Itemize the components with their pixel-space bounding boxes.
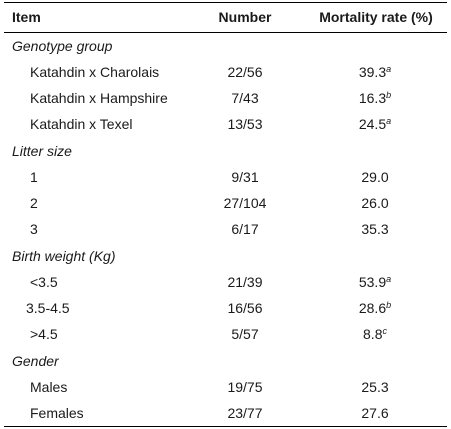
- table-row: 1 9/31 29.0: [0, 164, 451, 190]
- significance-superscript: b: [386, 300, 392, 310]
- group-label-genotype: Genotype group: [12, 38, 113, 54]
- row-rate: 8.8: [363, 326, 383, 342]
- row-rate-cell: 39.3a: [312, 59, 438, 85]
- group-label-row: Gender: [0, 348, 451, 374]
- row-item: 2: [30, 195, 38, 211]
- row-rate-cell: 27.6: [312, 400, 438, 426]
- table-row: >4.5 5/57 8.8c: [0, 321, 451, 347]
- row-rate: 26.0: [361, 195, 389, 211]
- row-rate: 29.0: [361, 169, 389, 185]
- row-rate: 27.6: [361, 405, 389, 421]
- row-item: >4.5: [30, 326, 58, 342]
- row-rate: 53.9: [358, 274, 387, 290]
- row-number: 27/104: [223, 195, 267, 211]
- row-number: 7/43: [231, 90, 259, 106]
- row-number: 6/17: [231, 221, 259, 237]
- row-rate-cell: 29.0: [312, 164, 438, 190]
- row-rate-cell: 53.9a: [312, 269, 438, 295]
- row-number: 19/75: [227, 379, 263, 395]
- row-number: 23/77: [227, 405, 263, 421]
- row-item: Katahdin x Texel: [30, 116, 133, 132]
- row-rate: 25.3: [361, 379, 389, 395]
- row-rate: 35.3: [361, 221, 389, 237]
- table-row: Males 19/75 25.3: [0, 374, 451, 400]
- top-rule: [4, 2, 447, 3]
- table-row: Females 23/77 27.6: [0, 400, 451, 426]
- table-row: Katahdin x Charolais 22/56 39.3a: [0, 59, 451, 85]
- significance-superscript: a: [386, 64, 392, 74]
- group-label-row: Genotype group: [0, 33, 451, 59]
- significance-superscript: a: [386, 116, 392, 126]
- table-row: Katahdin x Texel 13/53 24.5a: [0, 111, 451, 137]
- row-item: <3.5: [30, 274, 58, 290]
- table-row: 3 6/17 35.3: [0, 216, 451, 242]
- header-row: Item Number Mortality rate (%): [0, 4, 451, 30]
- row-rate: 16.3: [358, 90, 387, 106]
- row-rate-cell: 25.3: [312, 374, 438, 400]
- row-number: 5/57: [231, 326, 259, 342]
- row-rate-cell: 8.8c: [312, 321, 438, 347]
- table-row: Katahdin x Hampshire 7/43 16.3b: [0, 85, 451, 111]
- group-label-row: Litter size: [0, 138, 451, 164]
- bottom-rule: [4, 426, 447, 427]
- significance-superscript: b: [386, 90, 392, 100]
- row-number: 21/39: [227, 274, 263, 290]
- header-rule: [4, 32, 447, 33]
- row-item: 3: [30, 221, 38, 237]
- significance-superscript: c: [382, 326, 387, 336]
- group-label-row: Birth weight (Kg): [0, 243, 451, 269]
- significance-superscript: a: [386, 274, 392, 284]
- row-item: Males: [30, 379, 68, 395]
- table-row: 3.5-4.5 16/56 28.6b: [0, 295, 451, 321]
- row-number: 16/56: [227, 300, 263, 316]
- table-row: <3.5 21/39 53.9a: [0, 269, 451, 295]
- group-label-gender: Gender: [12, 353, 59, 369]
- group-label-litter-size: Litter size: [12, 143, 72, 159]
- column-header-number: Number: [218, 9, 272, 25]
- row-rate-cell: 16.3b: [312, 85, 438, 111]
- row-number: 9/31: [231, 169, 259, 185]
- row-item: Females: [30, 405, 84, 421]
- row-rate-cell: 26.0: [312, 190, 438, 216]
- table-row: 2 27/104 26.0: [0, 190, 451, 216]
- row-rate: 39.3: [358, 64, 387, 80]
- row-rate-cell: 24.5a: [312, 111, 438, 137]
- row-number: 22/56: [227, 64, 263, 80]
- row-rate-cell: 28.6b: [312, 295, 438, 321]
- group-label-birth-weight: Birth weight (Kg): [12, 248, 116, 264]
- row-number: 13/53: [227, 116, 263, 132]
- row-rate: 28.6: [358, 300, 387, 316]
- row-item: 3.5-4.5: [26, 300, 70, 316]
- row-item: Katahdin x Charolais: [30, 64, 160, 80]
- column-header-mortality-rate: Mortality rate (%): [319, 9, 433, 25]
- row-rate: 24.5: [358, 116, 387, 132]
- row-item: 1: [30, 169, 38, 185]
- row-rate-cell: 35.3: [312, 216, 438, 242]
- column-header-item: Item: [12, 9, 41, 25]
- row-item: Katahdin x Hampshire: [30, 90, 168, 106]
